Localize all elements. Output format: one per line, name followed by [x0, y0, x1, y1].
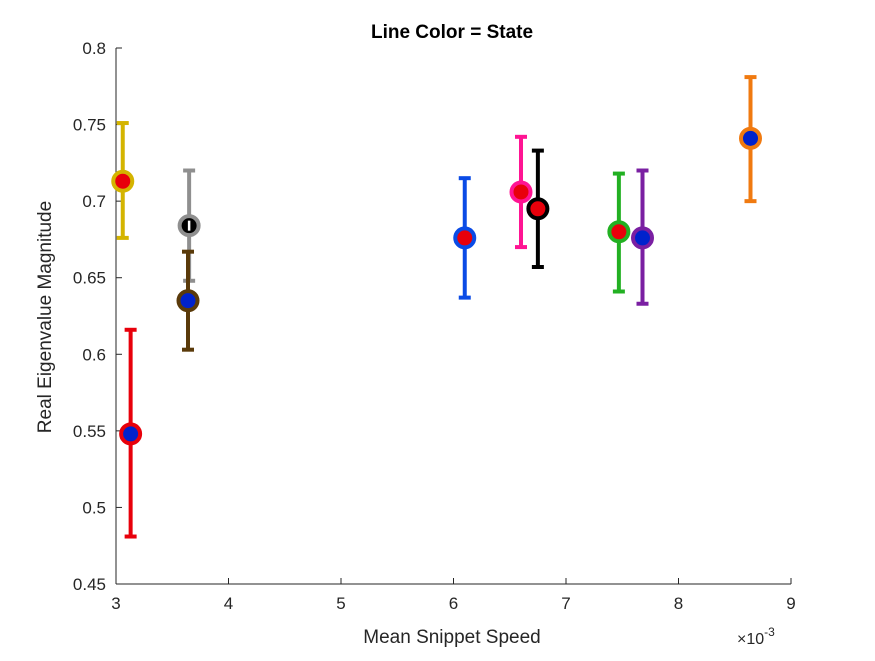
x-tick-label: 4	[224, 594, 233, 613]
x-tick-label: 5	[336, 594, 345, 613]
x-tick-label: 3	[111, 594, 120, 613]
y-tick-label: 0.55	[73, 422, 106, 441]
data-point-group	[119, 327, 143, 539]
data-point-group	[111, 121, 135, 240]
y-tick-label: 0.65	[73, 269, 106, 288]
tick-labels: 3 4 5 6 7 8 9 0.45 0.5 0.55 0.6 0.65 0.7 0.75 0.8	[73, 39, 796, 613]
data-points	[111, 75, 762, 539]
x-tick-label: 8	[674, 594, 683, 613]
x-tick-label: 7	[561, 594, 570, 613]
x-axis-label: Mean Snippet Speed	[363, 627, 540, 648]
y-tick-label: 0.75	[73, 116, 106, 135]
x-tick-label: 9	[786, 594, 795, 613]
data-point-group	[509, 134, 533, 250]
chart-title: Line Color = State	[371, 22, 533, 43]
data-point-group	[526, 148, 550, 269]
data-point-group	[453, 176, 477, 300]
data-point-group	[631, 168, 654, 306]
y-tick-label: 0.5	[82, 498, 106, 517]
data-point-group	[176, 249, 200, 352]
y-tick-label: 0.8	[82, 39, 106, 58]
x-axis-exponent: ×10-3	[737, 625, 775, 648]
y-tick-label: 0.45	[73, 575, 106, 594]
x-tick-label: 6	[449, 594, 458, 613]
axes	[115, 47, 792, 585]
x-axis-exponent-base: ×10	[737, 631, 764, 648]
x-axis-exponent-power: -3	[764, 625, 775, 639]
data-point-group	[607, 171, 631, 294]
y-tick-label: 0.7	[82, 192, 106, 211]
y-tick-label: 0.6	[82, 345, 106, 364]
y-axis-label: Real Eigenvalue Magnitude	[35, 201, 56, 433]
data-point-group	[739, 75, 762, 204]
